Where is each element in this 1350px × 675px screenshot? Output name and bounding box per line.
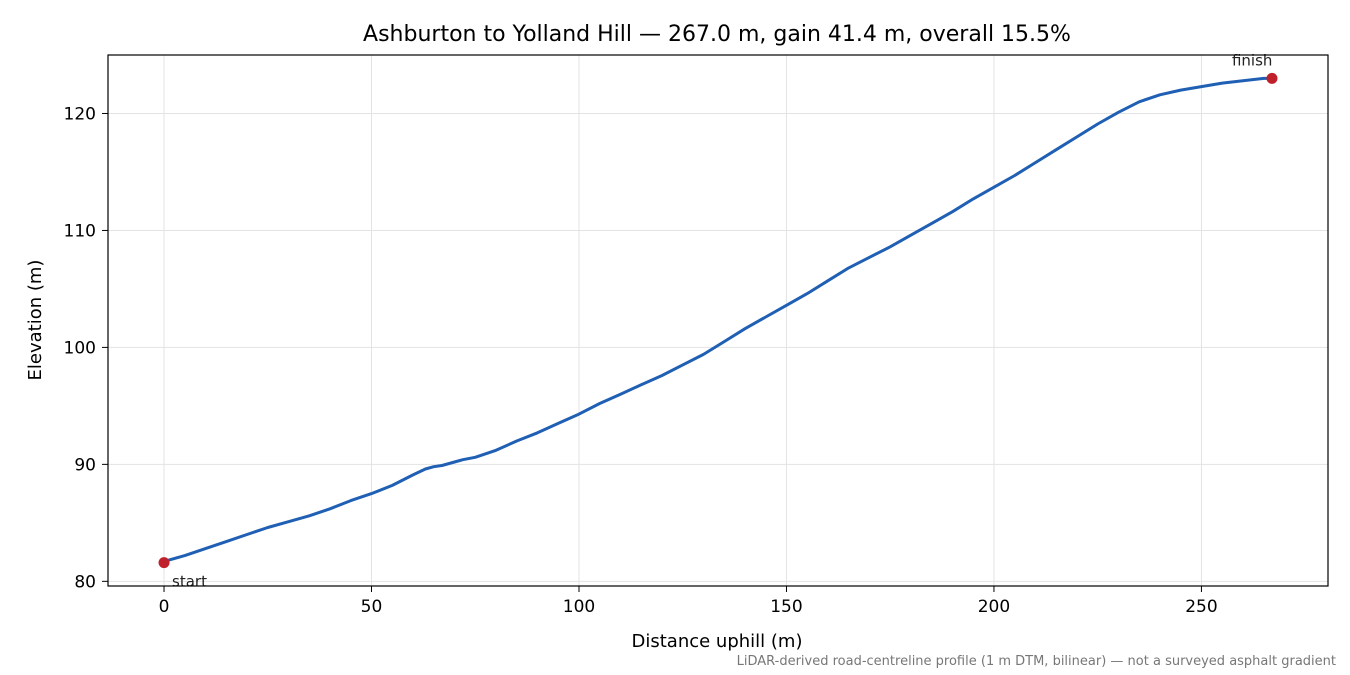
x-tick-label: 200 (978, 597, 1010, 617)
y-tick-label: 90 (74, 455, 96, 475)
finish-label: finish (1232, 51, 1272, 69)
finish-marker (1266, 72, 1278, 84)
start-label: start (172, 573, 207, 591)
x-tick-label: 150 (770, 597, 802, 617)
x-tick-label: 250 (1185, 597, 1217, 617)
y-tick-label: 120 (64, 104, 96, 124)
y-tick-label: 110 (64, 221, 96, 241)
y-axis-title: Elevation (m) (25, 260, 46, 381)
footnote: LiDAR-derived road-centreline profile (1… (737, 654, 1336, 669)
elevation-line (162, 76, 1274, 563)
x-tick-label: 0 (159, 597, 170, 617)
x-axis-ticks: 0 50 100 150 200 250 (159, 586, 1218, 617)
x-tick-label: 50 (361, 597, 383, 617)
y-axis-ticks: 80 90 100 110 120 (64, 104, 108, 592)
series-layer (162, 76, 1274, 563)
chart-title: Ashburton to Yolland Hill — 267.0 m, gai… (363, 22, 1071, 47)
y-tick-label: 100 (64, 338, 96, 358)
y-tick-label: 80 (74, 572, 96, 592)
x-axis-title: Distance uphill (m) (632, 631, 803, 652)
grid-lines (108, 55, 1328, 586)
x-tick-label: 100 (563, 597, 595, 617)
start-marker (158, 557, 170, 569)
plot-frame (107, 54, 1329, 587)
